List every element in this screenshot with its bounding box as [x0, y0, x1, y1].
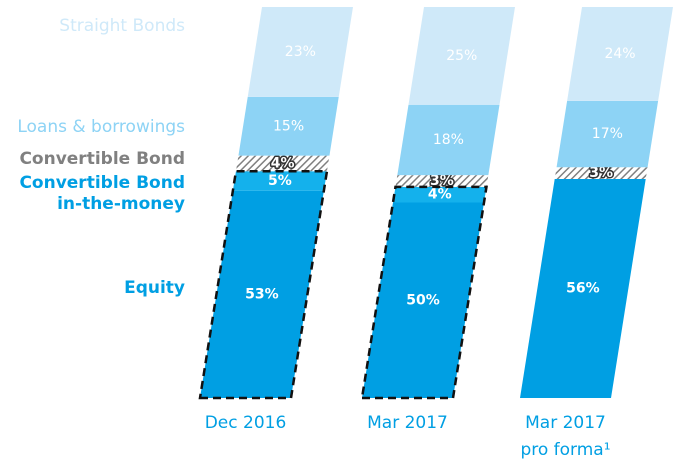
bar-segment [397, 104, 500, 176]
x-tick-label: Mar 2017 pro forma¹ [520, 413, 611, 460]
bar-segment [395, 175, 489, 187]
value-label: 18% [433, 132, 464, 148]
value-label: 5% [268, 173, 292, 189]
legend-label: Straight Bonds [59, 16, 185, 36]
value-label: 4% [271, 155, 295, 171]
highlight-outline [198, 169, 329, 400]
value-label: 23% [285, 44, 316, 60]
bar-segment [556, 100, 659, 168]
bar-segment [393, 186, 487, 203]
bar-segment [232, 171, 327, 191]
bar-segment [238, 96, 339, 156]
value-label: 53% [245, 286, 279, 302]
bar-segment [200, 190, 324, 398]
value-label: 15% [273, 118, 304, 134]
x-tick-label: Mar 2017 [367, 413, 448, 433]
legend-label: Convertible Bond in-the-money [19, 173, 185, 214]
value-label: 17% [592, 126, 623, 142]
bar-segment [362, 202, 484, 398]
highlight-outline [360, 185, 488, 400]
bar-segment [235, 155, 330, 172]
x-tick-label: Dec 2016 [204, 413, 287, 433]
legend-label: Equity [124, 278, 185, 298]
bar-segment [520, 179, 646, 398]
bar-segment [554, 167, 648, 180]
bar-segment [408, 7, 515, 105]
value-label: 24% [604, 46, 635, 62]
legend-label: Loans & borrowings [17, 117, 185, 137]
value-label: 56% [566, 281, 600, 297]
bar-segment [567, 7, 673, 101]
value-label: 3% [589, 165, 613, 181]
bar-segment [247, 7, 353, 97]
legend-label: Convertible Bond [19, 149, 185, 169]
value-label: 4% [428, 187, 452, 203]
value-label: 25% [446, 48, 477, 64]
value-label: 50% [406, 292, 440, 308]
